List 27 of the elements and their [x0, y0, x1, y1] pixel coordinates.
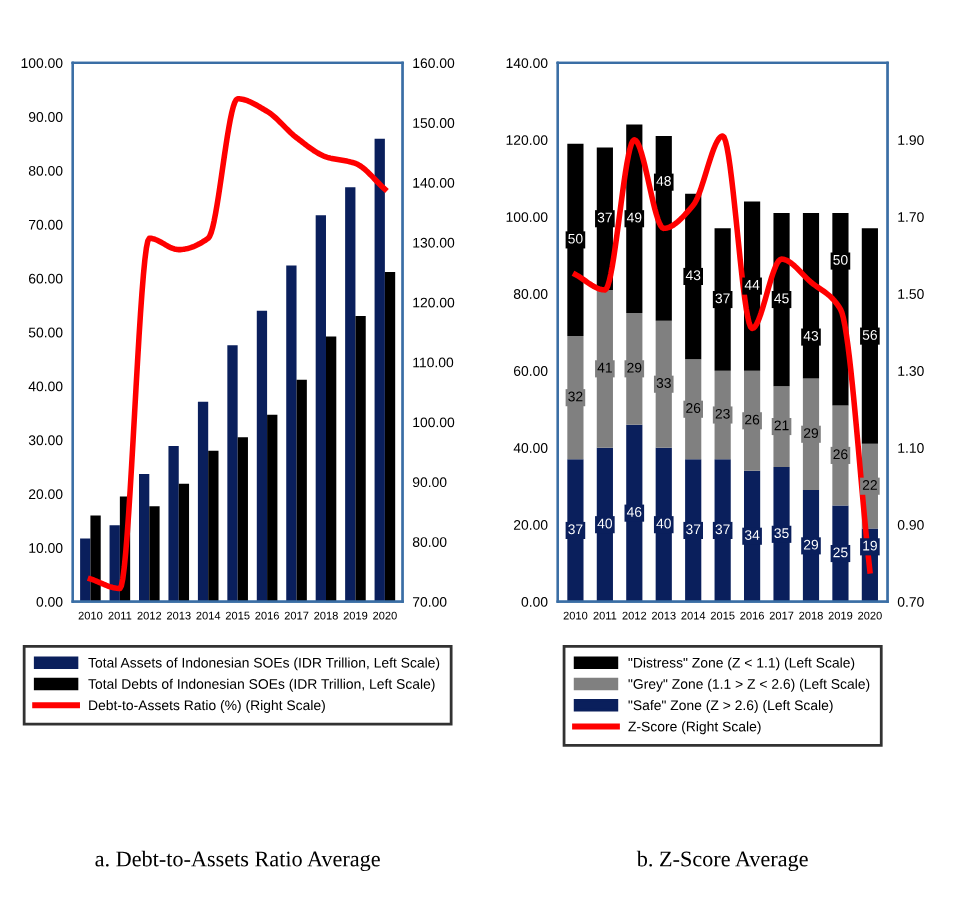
bar	[168, 445, 179, 602]
bar	[267, 414, 278, 602]
bar	[286, 265, 297, 602]
bar	[325, 336, 337, 602]
bar	[80, 538, 91, 602]
bar	[567, 336, 584, 460]
bar	[237, 437, 248, 602]
bar	[197, 401, 209, 602]
bar	[149, 506, 160, 602]
bar	[315, 215, 326, 602]
bar	[296, 379, 307, 602]
bar	[90, 515, 101, 602]
bar	[208, 450, 219, 602]
bar	[773, 466, 790, 602]
bar	[227, 345, 238, 602]
text: b. Z-Score Average	[636, 850, 808, 872]
bar	[861, 228, 878, 444]
bar	[178, 483, 190, 602]
bar	[384, 271, 396, 602]
bar	[345, 187, 356, 602]
bar	[256, 310, 268, 602]
bar	[139, 473, 150, 602]
bar	[567, 459, 584, 602]
bar	[355, 316, 366, 602]
text: a. Debt-to-Assets Ratio Average	[95, 850, 380, 872]
bar	[374, 138, 385, 602]
bar	[567, 143, 584, 337]
